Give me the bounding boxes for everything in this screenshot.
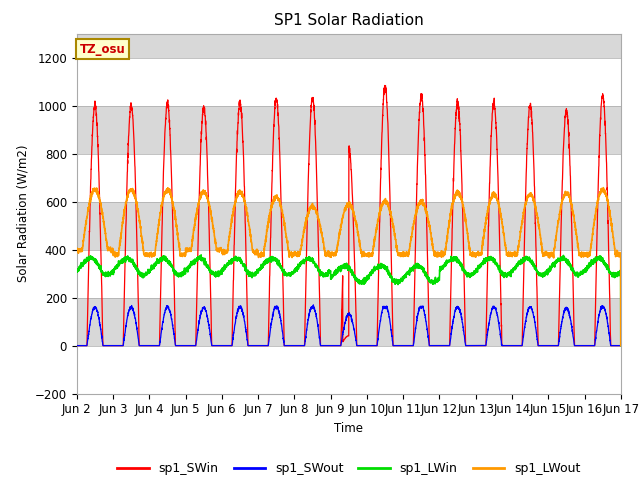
sp1_SWout — [329, 343, 337, 348]
sp1_LWout — [440, 252, 448, 257]
sp1_SWout — [73, 343, 81, 348]
Line: sp1_LWout: sp1_LWout — [77, 188, 621, 346]
sp1_LWin — [616, 270, 624, 276]
sp1_SWin — [441, 343, 449, 348]
sp1_LWout — [600, 185, 607, 191]
sp1_SWin — [471, 343, 479, 348]
sp1_LWout — [171, 210, 179, 216]
Line: sp1_SWin: sp1_SWin — [77, 85, 621, 346]
sp1_SWin — [617, 343, 625, 348]
Line: sp1_SWout: sp1_SWout — [77, 305, 621, 346]
sp1_SWin — [328, 343, 336, 348]
sp1_LWout — [328, 250, 336, 256]
Bar — [77, 346, 621, 394]
sp1_LWout — [616, 252, 624, 257]
sp1_SWout — [616, 343, 624, 348]
Title: SP1 Solar Radiation: SP1 Solar Radiation — [274, 13, 424, 28]
Legend: sp1_SWin, sp1_SWout, sp1_LWin, sp1_LWout: sp1_SWin, sp1_SWout, sp1_LWin, sp1_LWout — [113, 457, 585, 480]
sp1_LWin — [171, 271, 179, 276]
sp1_LWin — [471, 269, 479, 275]
Text: TZ_osu: TZ_osu — [79, 43, 125, 56]
Y-axis label: Solar Radiation (W/m2): Solar Radiation (W/m2) — [17, 145, 29, 282]
sp1_LWout — [617, 343, 625, 348]
sp1_SWin — [502, 343, 509, 348]
sp1_LWin — [73, 268, 81, 274]
sp1_SWout — [171, 336, 179, 341]
Bar — [77, 58, 621, 106]
X-axis label: Time: Time — [334, 422, 364, 435]
sp1_LWin — [502, 272, 509, 278]
sp1_SWout — [310, 302, 317, 308]
sp1_SWin — [381, 83, 388, 88]
Line: sp1_LWin: sp1_LWin — [77, 255, 621, 346]
Bar — [77, 154, 621, 202]
sp1_SWin — [73, 343, 81, 348]
sp1_LWout — [471, 253, 479, 259]
sp1_LWin — [329, 275, 337, 280]
sp1_LWin — [441, 264, 449, 269]
sp1_LWin — [617, 343, 625, 348]
sp1_SWout — [617, 343, 625, 348]
sp1_SWin — [171, 300, 179, 306]
sp1_SWout — [441, 343, 449, 348]
sp1_LWin — [197, 252, 205, 258]
sp1_SWout — [471, 343, 479, 348]
sp1_SWout — [502, 343, 509, 348]
sp1_SWin — [616, 343, 624, 348]
sp1_LWout — [502, 241, 509, 247]
sp1_LWout — [73, 248, 81, 253]
Bar — [77, 250, 621, 298]
